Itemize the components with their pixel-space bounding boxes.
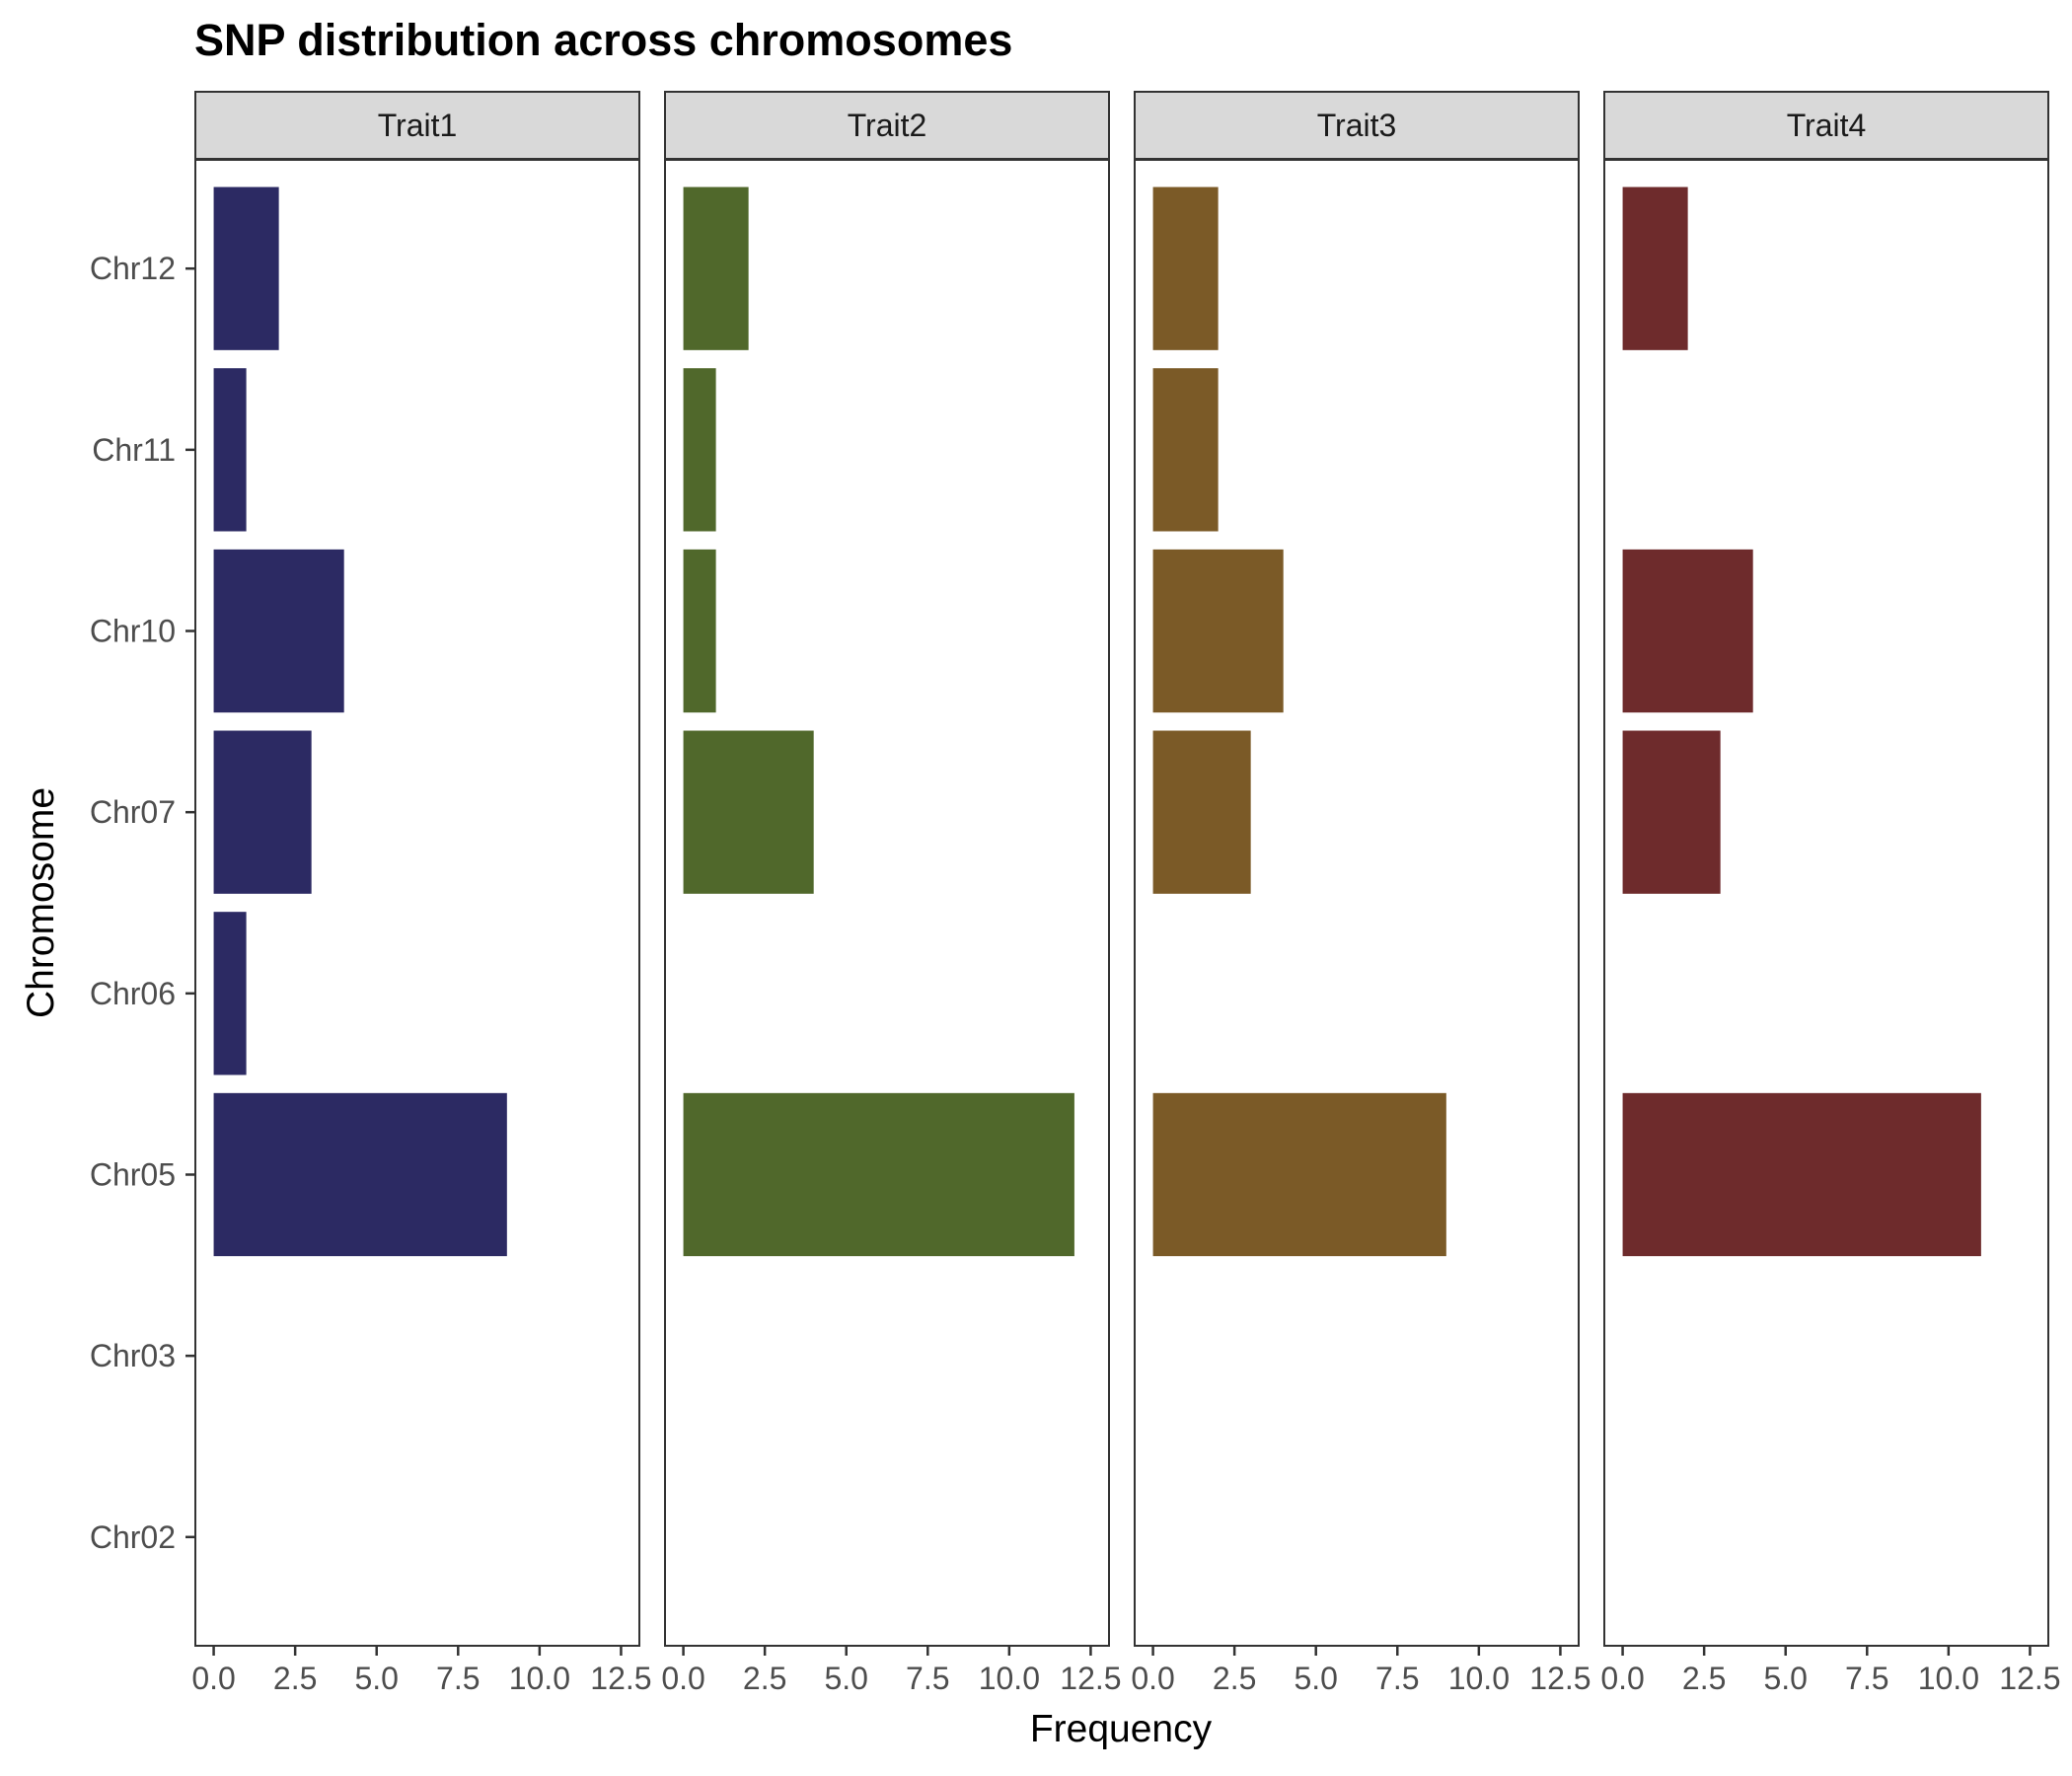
bar-trait3-chr07 xyxy=(1152,730,1251,894)
bar-trait3-chr10 xyxy=(1152,549,1284,713)
facet-panel-trait3: Trait3 0.0 2.5 5.0 7.5 10.0 12.5 xyxy=(1131,91,1591,1696)
x-tick-label: 2.5 xyxy=(1682,1661,1726,1696)
y-tick-label: Chr06 xyxy=(90,976,176,1011)
x-tick-label: 5.0 xyxy=(354,1661,398,1696)
bar-trait2-chr11 xyxy=(683,368,716,532)
bar-trait4-chr05 xyxy=(1622,1092,1981,1257)
x-tick-label: 0.0 xyxy=(1131,1661,1174,1696)
x-tick-label: 10.0 xyxy=(1918,1661,1979,1696)
x-axis-title: Frequency xyxy=(1030,1708,1213,1750)
x-tick-label: 5.0 xyxy=(1294,1661,1337,1696)
facet-strip xyxy=(1603,91,2049,160)
bar-trait4-chr12 xyxy=(1622,186,1688,350)
x-tick-label: 10.0 xyxy=(509,1661,570,1696)
facet-strip xyxy=(194,91,640,160)
bar-trait1-chr05 xyxy=(213,1092,507,1257)
bar-trait2-chr07 xyxy=(683,730,814,894)
bar-trait2-chr10 xyxy=(683,549,716,713)
y-tick-label: Chr05 xyxy=(90,1156,176,1192)
y-tick-label: Chr07 xyxy=(90,794,176,830)
bar-trait3-chr12 xyxy=(1152,186,1219,350)
x-tick-label: 12.5 xyxy=(1999,1661,2060,1696)
y-axis-title: Chromosome xyxy=(20,787,62,1018)
facet-strip xyxy=(1134,91,1580,160)
y-tick-label: Chr11 xyxy=(92,432,176,468)
facet-strip xyxy=(664,91,1110,160)
x-tick-label: 0.0 xyxy=(191,1661,235,1696)
facet-panel-trait4: Trait4 0.0 2.5 5.0 7.5 10.0 12.5 xyxy=(1600,91,2061,1696)
y-tick-label: Chr10 xyxy=(90,614,176,649)
x-tick-label: 12.5 xyxy=(1529,1661,1591,1696)
y-tick-label: Chr02 xyxy=(90,1519,176,1555)
bar-trait2-chr12 xyxy=(683,186,749,350)
panel-border xyxy=(1603,159,2049,1647)
chart-title: SNP distribution across chromosomes xyxy=(194,15,1012,65)
bar-trait1-chr07 xyxy=(213,730,312,894)
x-tick-label: 5.0 xyxy=(1763,1661,1807,1696)
panel-border xyxy=(1134,159,1580,1647)
facet-panel-trait2: Trait2 0.0 2.5 5.0 7.5 10.0 12.5 xyxy=(661,91,1122,1696)
bar-trait4-chr10 xyxy=(1622,549,1753,713)
bar-trait1-chr12 xyxy=(213,186,279,350)
y-axis: Chr02 Chr03 Chr05 Chr06 Chr07 Chr10 Chr11 Chr12 xyxy=(90,251,195,1555)
x-tick-label: 10.0 xyxy=(1448,1661,1510,1696)
facet-strip-label: Trait3 xyxy=(1317,108,1397,143)
bar-trait1-chr06 xyxy=(213,912,247,1075)
x-tick-label: 5.0 xyxy=(824,1661,867,1696)
bar-trait1-chr10 xyxy=(213,549,344,713)
bar-trait3-chr05 xyxy=(1152,1092,1446,1257)
x-tick-label: 10.0 xyxy=(979,1661,1040,1696)
facet-strip-label: Trait2 xyxy=(848,108,927,143)
panel-border xyxy=(194,159,640,1647)
facet-panel-trait1: Trait1 0.0 2.5 5.0 7.5 10.0 12.5 xyxy=(191,91,652,1696)
bar-trait2-chr05 xyxy=(683,1092,1074,1257)
x-tick-label: 12.5 xyxy=(1060,1661,1121,1696)
facets: Trait1 0.0 2.5 5.0 7.5 10.0 12.5 Trait2 0.0 2.5 5.… xyxy=(191,91,2061,1696)
x-tick-label: 7.5 xyxy=(1375,1661,1419,1696)
x-tick-label: 7.5 xyxy=(1845,1661,1888,1696)
x-tick-label: 12.5 xyxy=(590,1661,651,1696)
x-tick-label: 2.5 xyxy=(1213,1661,1256,1696)
x-tick-label: 0.0 xyxy=(661,1661,704,1696)
bar-trait4-chr07 xyxy=(1622,730,1721,894)
x-tick-label: 0.0 xyxy=(1600,1661,1644,1696)
x-tick-label: 2.5 xyxy=(273,1661,317,1696)
x-tick-label: 7.5 xyxy=(906,1661,949,1696)
x-tick-label: 2.5 xyxy=(743,1661,786,1696)
facet-strip-label: Trait4 xyxy=(1787,108,1867,143)
panel-border xyxy=(664,159,1110,1647)
x-tick-label: 7.5 xyxy=(436,1661,480,1696)
facet-strip-label: Trait1 xyxy=(378,108,458,143)
y-tick-label: Chr12 xyxy=(90,251,176,286)
y-tick-label: Chr03 xyxy=(90,1338,176,1373)
bar-trait1-chr11 xyxy=(213,368,247,532)
bar-trait3-chr11 xyxy=(1152,368,1219,532)
